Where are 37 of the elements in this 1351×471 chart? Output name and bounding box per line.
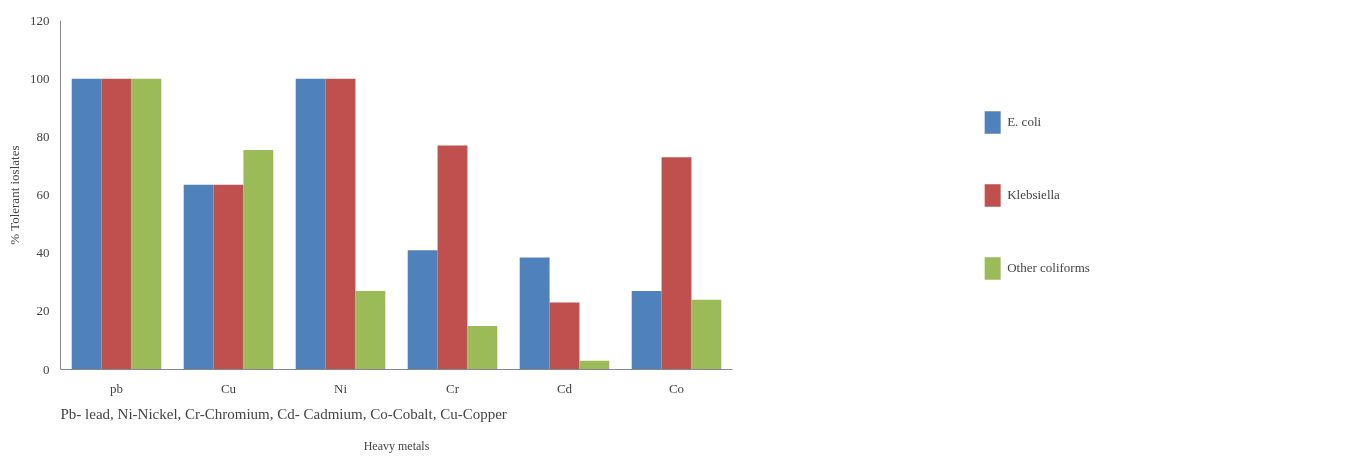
bar (407, 250, 438, 370)
bar (549, 302, 580, 370)
bar (183, 184, 214, 370)
y-tick-label: 80 (36, 128, 50, 144)
bar (437, 145, 468, 370)
x-axis-title: Heavy metals (363, 438, 430, 453)
legend-label: Other coliforms (1007, 259, 1090, 276)
x-tick-label: pb (110, 380, 123, 396)
legend-label: Klebsiella (1007, 186, 1060, 203)
legend-label: E. coli (1007, 113, 1042, 130)
y-tick-label: 20 (36, 303, 50, 319)
x-tick-label: Cu (220, 380, 237, 396)
y-axis-title: % Tolerant ioslates (7, 145, 22, 245)
bar (131, 78, 162, 370)
bar (325, 78, 356, 370)
bar (101, 78, 132, 370)
bar (691, 299, 722, 370)
y-tick-label: 40 (36, 245, 50, 261)
bar (213, 184, 244, 370)
y-tick-label: 120 (30, 12, 50, 28)
x-tick-label: Ni (334, 380, 348, 396)
bar (355, 290, 386, 370)
bar (661, 157, 692, 370)
y-tick-label: 60 (36, 187, 50, 202)
text: Pb- lead, Ni-Nickel, Cr-Chromium, Cd- Cadmium, Co-Cobalt, Cu-Copper (60, 405, 507, 422)
bar (579, 360, 610, 370)
y-tick-label: 0 (43, 361, 50, 377)
bar (519, 257, 550, 370)
bar (467, 325, 498, 370)
bar (243, 149, 274, 370)
x-tick-label: Cd (556, 380, 573, 396)
bar (631, 290, 662, 370)
bar (295, 78, 326, 370)
x-tick-label: Cr (446, 380, 460, 396)
y-tick-label: 100 (30, 70, 50, 86)
bar (71, 78, 102, 370)
x-tick-label: Co (668, 380, 685, 396)
